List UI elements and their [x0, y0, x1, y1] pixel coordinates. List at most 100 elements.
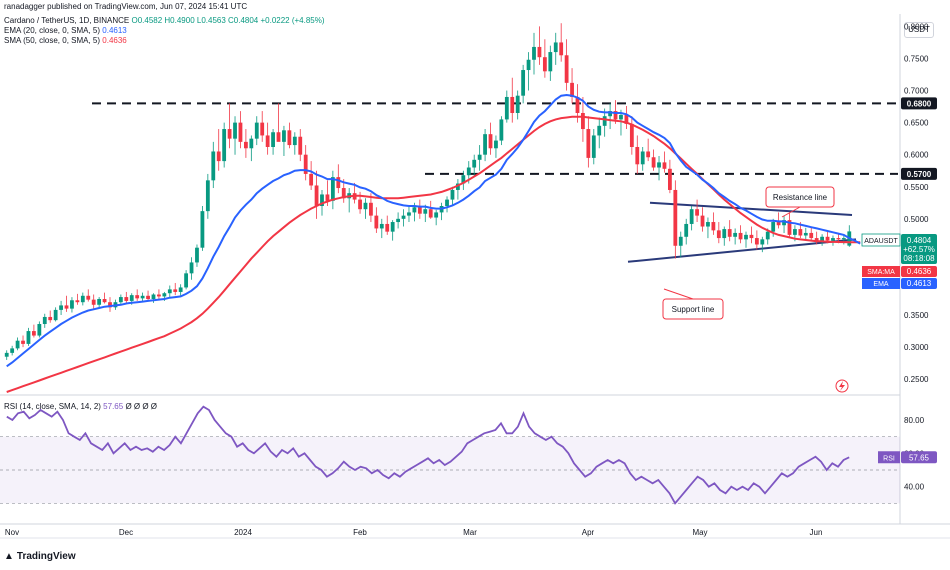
candle-body	[205, 180, 210, 212]
candle-body	[504, 96, 509, 120]
candle-body	[619, 114, 623, 120]
candle-body	[640, 151, 645, 165]
candle-body	[499, 119, 504, 141]
candle-body	[581, 113, 585, 130]
candle-body	[749, 234, 754, 239]
candle-body	[575, 96, 580, 113]
candle-body	[776, 222, 781, 226]
price-tag-value: 0.4804	[907, 236, 932, 245]
sma-value-tag	[901, 266, 937, 277]
rsi-tag-text: RSI	[883, 455, 895, 462]
candle-body	[841, 238, 846, 240]
candle-body	[744, 234, 748, 240]
ema-tag-text: EMA	[873, 281, 889, 288]
symbol-tag-text: ADAUSDT	[864, 238, 898, 245]
time-tick-label: May	[692, 528, 707, 537]
sma-legend[interactable]: SMA (50, close, 0, SMA, 5) 0.4636	[4, 36, 127, 45]
candle-body	[450, 189, 455, 200]
candle-body	[129, 295, 134, 301]
resistance-trendline	[649, 201, 853, 216]
candle-body	[722, 229, 727, 239]
candle-body	[135, 295, 140, 299]
candle-body	[303, 154, 308, 174]
candle-body	[396, 218, 401, 223]
candle-body	[836, 238, 841, 240]
candle-body	[434, 212, 439, 218]
candle-body	[227, 129, 232, 139]
rsi-extra: Ø Ø Ø Ø	[125, 402, 157, 411]
candle-body	[271, 132, 275, 147]
candle-body	[787, 220, 792, 235]
candle-body	[374, 215, 379, 229]
candle-body	[178, 287, 183, 292]
candle-body	[814, 238, 819, 242]
candle-body	[233, 122, 237, 139]
candle-body	[765, 231, 770, 240]
rsi-line	[6, 405, 850, 505]
candle-body	[706, 222, 710, 227]
candle-body	[597, 125, 602, 136]
sma-tag	[862, 266, 900, 277]
candle-body	[243, 141, 248, 149]
candle-body	[167, 289, 172, 294]
candle-body	[173, 289, 178, 292]
candle-body	[738, 232, 743, 240]
candle-body	[423, 209, 428, 214]
candle-body	[26, 331, 31, 344]
candle-body	[412, 207, 417, 213]
price-tag-change: +62.57%	[903, 245, 935, 254]
candle-body	[80, 295, 85, 303]
candle-body	[526, 59, 531, 71]
candle-body	[260, 122, 265, 136]
rsi-tick-label: 40.00	[904, 483, 925, 492]
sma-label: SMA (50, close, 0, SMA, 5)	[4, 36, 101, 45]
ema-tag	[862, 278, 900, 289]
price-level-tag-text: 0.6800	[907, 99, 932, 108]
candle-body	[488, 134, 493, 149]
candle-body	[711, 222, 716, 231]
candle-body	[537, 46, 542, 58]
candle-body	[651, 157, 656, 168]
candle-body	[564, 55, 569, 83]
rsi-label: RSI (14, close, SMA, 14, 2)	[4, 402, 101, 411]
candle-body	[42, 316, 47, 325]
candle-body	[249, 138, 254, 149]
ema-legend[interactable]: EMA (20, close, 0, SMA, 5) 0.4613	[4, 26, 127, 35]
candle-body	[48, 316, 53, 321]
time-tick-label: Jun	[810, 528, 823, 537]
symbol-legend[interactable]: Cardano / TetherUS, 1D, BINANCE O0.4582 …	[4, 16, 325, 25]
candle-body	[140, 295, 145, 299]
candle-body	[309, 173, 314, 186]
tradingview-logo[interactable]: ▲ TradingView	[4, 551, 76, 562]
currency-selector[interactable]: USDT	[904, 22, 934, 38]
price-level-tag	[901, 167, 937, 180]
sma50-line	[6, 115, 861, 393]
candle-body	[407, 212, 411, 216]
time-tick-label: Nov	[5, 528, 19, 537]
candle-body	[211, 151, 216, 181]
candle-body	[86, 295, 91, 300]
candle-body	[466, 167, 471, 176]
rsi-value: 57.65	[103, 402, 124, 411]
candle-body	[195, 247, 199, 263]
candle-body	[369, 202, 373, 216]
price-tag	[901, 234, 937, 264]
candle-body	[10, 348, 15, 353]
candle-body	[695, 209, 699, 216]
price-tick-label: 0.3000	[904, 343, 929, 352]
rsi-value-tag-text: 57.65	[909, 453, 930, 462]
price-tick-label: 0.6500	[904, 119, 929, 128]
candle-body	[336, 177, 341, 189]
sma-value-tag-text: 0.4636	[907, 267, 932, 276]
candle-body	[700, 215, 705, 227]
candle-body	[238, 122, 243, 142]
candle-body	[716, 230, 721, 239]
price-tick-label: 0.8000	[904, 22, 929, 31]
sma-tag-text: SMA:MA	[867, 269, 895, 276]
candle-body	[363, 202, 368, 210]
candle-body	[325, 194, 330, 201]
candle-body	[591, 135, 596, 158]
price-level-tag	[901, 97, 937, 110]
rsi-legend[interactable]: RSI (14, close, SMA, 14, 2) 57.65 Ø Ø Ø …	[4, 402, 157, 411]
